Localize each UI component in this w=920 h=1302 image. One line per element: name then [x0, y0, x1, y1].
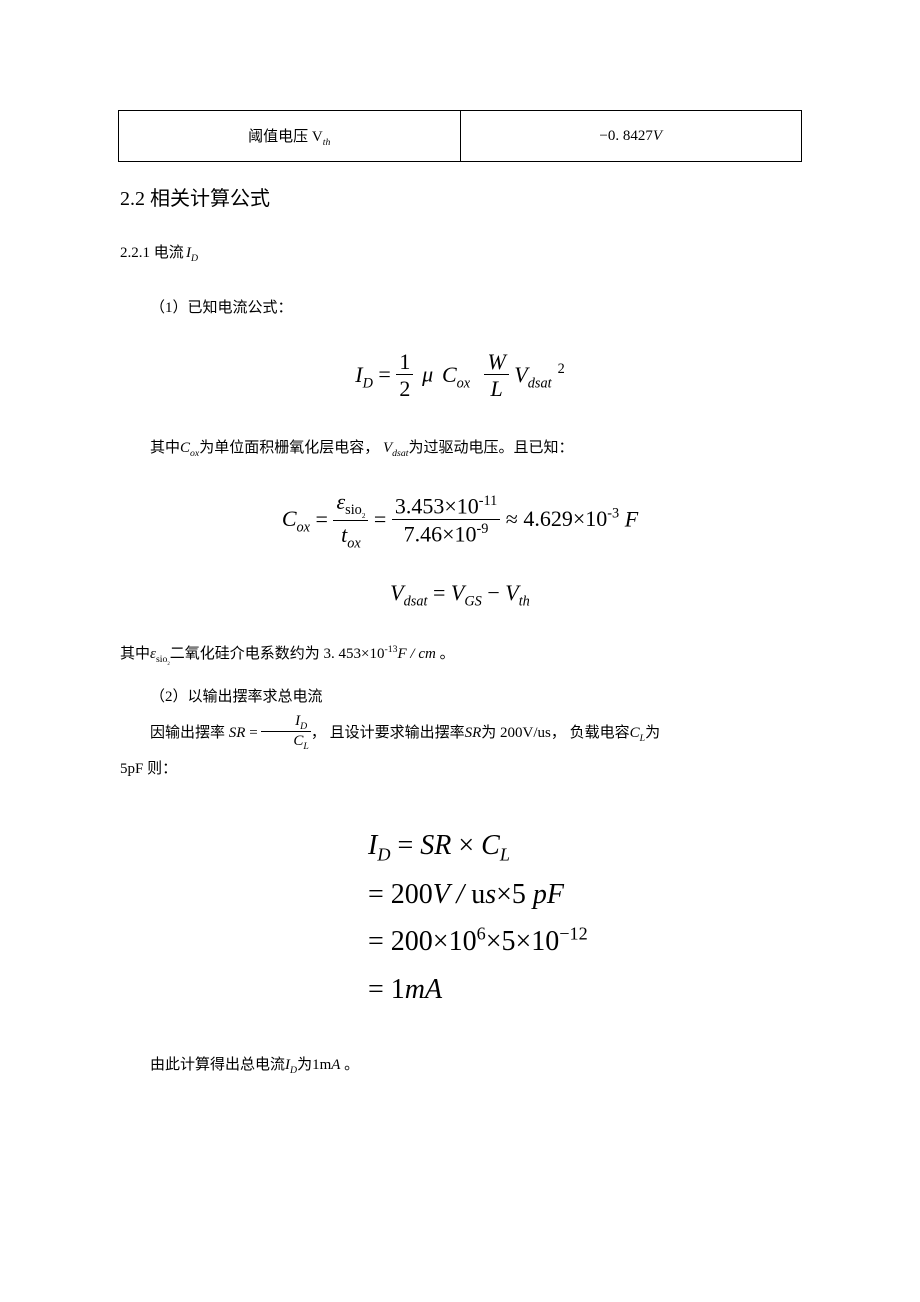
section-heading: 2.2 相关计算公式 — [120, 182, 802, 211]
equation-cox: Cox = εsio2 tox = 3.453×10-11 7.46×10-9 … — [118, 489, 802, 553]
equation-id: I_DID = 1 2 μ Cox W L Vdsat2 — [118, 349, 802, 404]
document-page: 阈值电压 Vth −0. 8427V 2.2 相关计算公式 2.2.1 电流ID… — [0, 0, 920, 1302]
paragraph-5b: 5pF 则： — [120, 753, 802, 786]
eq-line-4: = 1mA — [368, 966, 802, 1014]
paragraph-6: 由此计算得出总电流ID为1mA 。 — [120, 1049, 802, 1082]
subsection-heading: 2.2.1 电流ID — [120, 241, 802, 264]
frac-half: 1 2 — [396, 349, 413, 404]
param-unit: V — [653, 128, 662, 144]
paragraph-3: 其中εsio2二氧化硅介电系数约为 3. 453×10-13F / cm 。 — [120, 638, 802, 671]
param-value-cell: −0. 8427V — [460, 111, 802, 162]
paragraph-4: （2）以输出摆率求总电流 — [120, 681, 802, 714]
eq-line-3: = 200×106×5×10−12 — [368, 918, 802, 966]
eq-line-1: ID = SR × CL — [368, 822, 802, 871]
param-name-cell: 阈值电压 Vth — [119, 111, 461, 162]
equation-vdsat: Vdsat = VGS − Vth — [118, 581, 802, 609]
subsection-symbol: ID — [186, 245, 198, 261]
equation-derivation: ID = SR × CL = 200V / us×5 pF = 200×106×… — [368, 822, 802, 1013]
parameter-table: 阈值电压 Vth −0. 8427V — [118, 110, 802, 162]
param-symbol: Vth — [312, 129, 330, 145]
paragraph-5: 因输出摆率 SR = ID CL ， 且设计要求输出摆率SR为 200V/us，… — [120, 714, 802, 753]
paragraph-1: （1）已知电流公式： — [120, 292, 802, 325]
subsection-prefix: 2.2.1 电流 — [120, 245, 184, 261]
param-label-text: 阈值电压 — [248, 129, 308, 145]
param-value: −0. 8427 — [599, 128, 652, 144]
frac-wl: W L — [484, 349, 508, 404]
table-row: 阈值电压 Vth −0. 8427V — [119, 111, 802, 162]
eq-line-2: = 200V / us×5 pF — [368, 871, 802, 919]
paragraph-2: 其中Cox为单位面积栅氧化层电容， Vdsat为过驱动电压。且已知： — [120, 432, 802, 465]
